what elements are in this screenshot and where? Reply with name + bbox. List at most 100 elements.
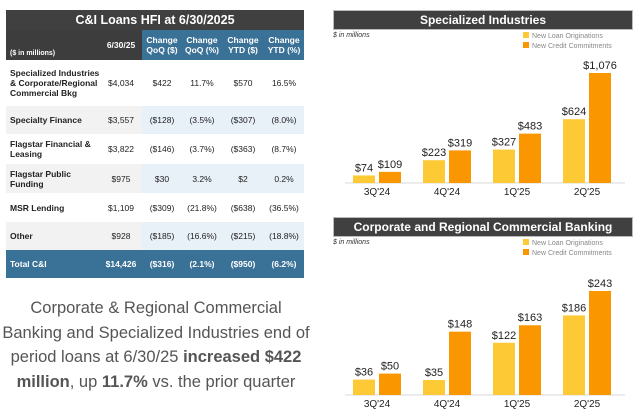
cell: Total C&I (10, 259, 47, 269)
summary-text: Corporate & Regional Commercial Banking … (0, 296, 312, 394)
col-header: Change QoQ ($) (142, 30, 182, 60)
cell: $570 (233, 78, 253, 88)
cell: $14,426 (105, 259, 137, 269)
cell: $928 (100, 222, 142, 250)
legend-label: New Loan Originations (532, 240, 603, 247)
summary-part: vs. the prior quarter (147, 372, 296, 391)
legend-label: New Credit Commitments (532, 250, 612, 257)
table-row: MSR Lending $1,109 ($309) (21.8%) ($638) (36.… (6, 193, 304, 222)
cell: Specialized Industries & Corporate/Regio… (10, 68, 100, 98)
cell: ($146) (149, 144, 175, 154)
bar (563, 315, 585, 395)
legend-item: New Loan Originations (523, 32, 612, 42)
cell: ($307) (222, 106, 264, 134)
bar (379, 373, 401, 395)
cell: (3.5%) (182, 106, 222, 134)
unit-label: $ in millions (333, 239, 370, 246)
data-label: $50 (381, 361, 399, 373)
legend-label: New Loan Originations (532, 33, 603, 40)
cell: $975 (100, 164, 142, 193)
summary-part: Corporate & Regional Commercial Banking … (2, 299, 310, 366)
x-tick-label: 2Q'25 (574, 399, 601, 410)
legend-item: New Credit Commitments (523, 249, 612, 259)
legend: New Loan Originations New Credit Commitme… (523, 239, 612, 259)
cell: MSR Lending (10, 202, 65, 213)
data-label: $327 (492, 137, 516, 149)
cell: (21.8%) (187, 202, 217, 213)
col-header: Change QoQ (%) (182, 30, 222, 60)
bar (423, 380, 445, 395)
bar (353, 175, 375, 183)
unit-label: $ in millions (333, 32, 370, 39)
table-header-row: ($ in millions) 6/30/25 Change QoQ ($) C… (6, 30, 304, 60)
cell: 16.5% (271, 78, 297, 88)
legend-item: New Credit Commitments (523, 42, 612, 52)
chart-title: Corporate and Regional Commercial Bankin… (333, 217, 633, 237)
bar (449, 150, 471, 183)
cell: ($316) (149, 259, 175, 269)
data-label: $36 (355, 367, 373, 379)
cell: (2.1%) (189, 259, 215, 269)
cell: (36.5%) (269, 202, 299, 213)
table-title: C&I Loans HFI at 6/30/2025 (6, 10, 304, 30)
data-label: $624 (562, 106, 586, 118)
cell: $2 (222, 164, 264, 193)
data-label: $319 (448, 137, 472, 149)
legend-swatch (523, 42, 529, 48)
cell: $3,822 (108, 144, 134, 154)
cell: Other (6, 222, 100, 250)
cell: ($638) (230, 202, 256, 213)
cell: ($128) (142, 106, 182, 134)
data-label: $1,076 (583, 60, 617, 72)
cell: 3.2% (182, 164, 222, 193)
summary-highlight: increased $422 million (16, 348, 302, 391)
bar (589, 291, 611, 395)
legend-swatch (523, 249, 529, 255)
x-tick-label: 4Q'24 (434, 399, 461, 410)
cell: Flagstar Financial & Leasing (10, 139, 91, 159)
bar (563, 119, 585, 183)
col-header: Change YTD (%) (264, 30, 304, 60)
table-row: Flagstar Public Funding $975 $30 3.2% $2 0.2% (6, 164, 304, 193)
col-header: Change YTD ($) (222, 30, 264, 60)
specialized-industries-chart: Specialized Industries $ in millions New… (333, 10, 633, 200)
cell: 11.7% (190, 78, 214, 88)
data-label: $122 (492, 330, 516, 342)
legend-label: New Credit Commitments (532, 43, 612, 50)
cell: 0.2% (264, 164, 304, 193)
data-label: $74 (355, 162, 373, 174)
data-label: $35 (425, 367, 443, 379)
corporate-regional-chart: Corporate and Regional Commercial Bankin… (333, 217, 633, 412)
bar (493, 149, 515, 183)
cell: Specialty Finance (6, 106, 100, 134)
cell: ($309) (149, 202, 175, 213)
legend-swatch (523, 239, 529, 245)
cell: (18.8%) (264, 222, 304, 250)
legend: New Loan Originations New Credit Commitme… (523, 32, 612, 52)
bar-chart: $36 $50 3Q'24 $35 $148 4Q'24 $122$163 1Q'25 $186… (345, 278, 625, 410)
cell: ($363) (230, 144, 256, 154)
cell: (16.6%) (182, 222, 222, 250)
bar (379, 171, 401, 183)
x-tick-label: 4Q'24 (434, 187, 461, 198)
summary-part: , up (69, 372, 102, 391)
table-row: Flagstar Financial & Leasing $3,822 ($146)… (6, 134, 304, 164)
cell: $1,109 (108, 202, 134, 213)
data-label: $186 (562, 302, 586, 314)
x-tick-label: 2Q'25 (574, 187, 601, 198)
cell: (3.7%) (189, 144, 215, 154)
summary-highlight: 11.7% (101, 372, 148, 391)
data-label: $109 (378, 159, 402, 171)
cell: $4,034 (108, 78, 134, 88)
cell: $30 (142, 164, 182, 193)
cell: Flagstar Public Funding (6, 164, 100, 193)
total-row: Total C&I $14,426 ($316) (2.1%) ($950) (… (6, 250, 304, 278)
cell: (8.7%) (271, 144, 297, 154)
x-tick-label: 1Q'25 (504, 187, 531, 198)
data-label: $148 (448, 319, 472, 331)
cell: ($950) (230, 259, 256, 269)
bar (353, 379, 375, 395)
chart-title: Specialized Industries (333, 10, 633, 30)
bar (519, 325, 541, 395)
bar (493, 342, 515, 395)
